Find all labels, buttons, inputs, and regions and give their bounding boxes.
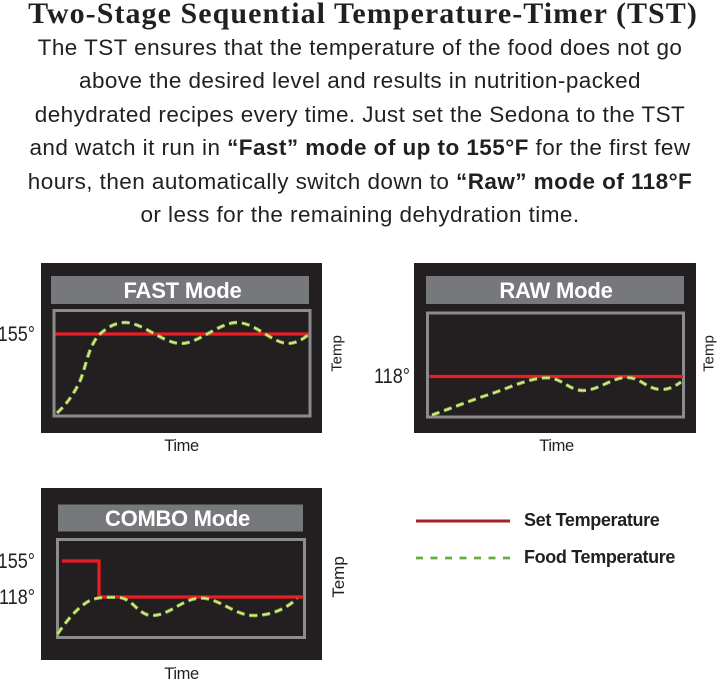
svg-text:RAW Mode: RAW Mode	[499, 278, 612, 303]
svg-text:FAST Mode: FAST Mode	[124, 278, 242, 303]
svg-text:COMBO Mode: COMBO Mode	[105, 506, 250, 531]
